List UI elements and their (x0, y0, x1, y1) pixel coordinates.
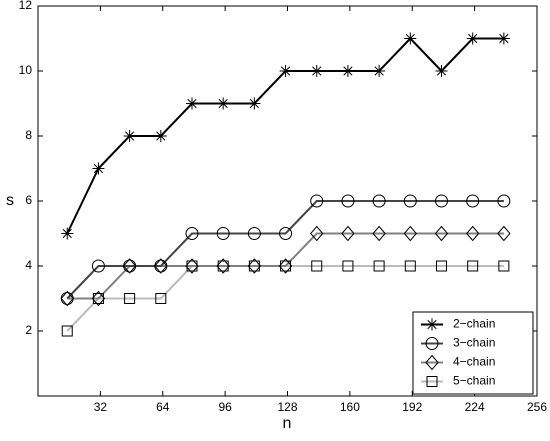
legend-marker (425, 354, 439, 371)
marker (403, 194, 417, 208)
marker (434, 225, 449, 242)
marker (91, 259, 105, 273)
marker (217, 97, 230, 110)
y-axis-label: s (6, 192, 14, 209)
marker (467, 260, 479, 272)
x-tick-label: 192 (402, 400, 422, 414)
marker (217, 260, 229, 272)
legend-label: 4−chain (453, 355, 495, 369)
marker (247, 258, 262, 274)
marker (91, 290, 106, 307)
marker (61, 325, 73, 337)
marker (497, 32, 510, 45)
series-line (66, 200, 504, 300)
marker (497, 194, 511, 208)
marker (247, 227, 261, 240)
marker (434, 194, 448, 208)
marker (404, 32, 417, 45)
marker (435, 260, 447, 272)
marker (185, 97, 198, 110)
legend-label: 2−chain (453, 317, 495, 331)
marker (341, 65, 354, 77)
y-tick-label: 8 (25, 128, 32, 142)
marker (248, 97, 261, 110)
x-tick-label: 224 (465, 400, 485, 414)
marker (466, 32, 479, 45)
marker (310, 225, 324, 242)
y-tick-label: 12 (19, 0, 33, 12)
marker (186, 260, 198, 272)
x-tick-label: 32 (94, 400, 108, 414)
marker (92, 162, 105, 175)
marker (342, 260, 354, 272)
marker (278, 258, 293, 274)
x-tick-label: 256 (527, 400, 547, 414)
marker (122, 258, 137, 274)
marker (404, 260, 416, 272)
marker (248, 260, 260, 272)
marker (311, 260, 323, 272)
y-tick-label: 6 (25, 193, 32, 207)
marker (185, 258, 199, 274)
marker (123, 130, 136, 142)
marker (466, 194, 480, 208)
legend-marker (426, 318, 438, 331)
legend-label: 3−chain (453, 336, 495, 350)
marker (216, 227, 230, 240)
marker (435, 65, 448, 77)
legend-marker (425, 337, 439, 350)
marker (498, 260, 510, 272)
marker (92, 293, 104, 304)
marker (60, 290, 74, 307)
marker (279, 65, 292, 77)
x-axis-label: n (283, 415, 292, 432)
marker (372, 194, 386, 208)
marker (310, 194, 324, 208)
x-tick-label: 128 (277, 400, 297, 414)
y-tick-label: 4 (25, 258, 32, 272)
marker (403, 225, 417, 242)
marker (154, 130, 167, 142)
y-tick-label: 10 (19, 63, 33, 77)
marker (310, 65, 323, 77)
legend-label: 5−chain (453, 374, 495, 388)
marker (497, 225, 511, 242)
marker (279, 227, 293, 240)
marker (373, 65, 386, 77)
marker (216, 258, 230, 274)
y-tick-label: 2 (25, 323, 32, 337)
marker (341, 194, 355, 208)
x-tick-label: 96 (218, 400, 232, 414)
marker (466, 225, 480, 242)
marker (372, 225, 386, 242)
marker (373, 260, 385, 272)
marker (280, 260, 292, 272)
marker (124, 293, 136, 304)
marker (155, 293, 167, 304)
marker (154, 258, 168, 274)
marker (61, 227, 74, 240)
marker (341, 225, 355, 242)
legend-marker (426, 376, 438, 387)
x-tick-label: 160 (340, 400, 360, 414)
x-tick-label: 64 (156, 400, 170, 414)
marker (185, 227, 199, 240)
